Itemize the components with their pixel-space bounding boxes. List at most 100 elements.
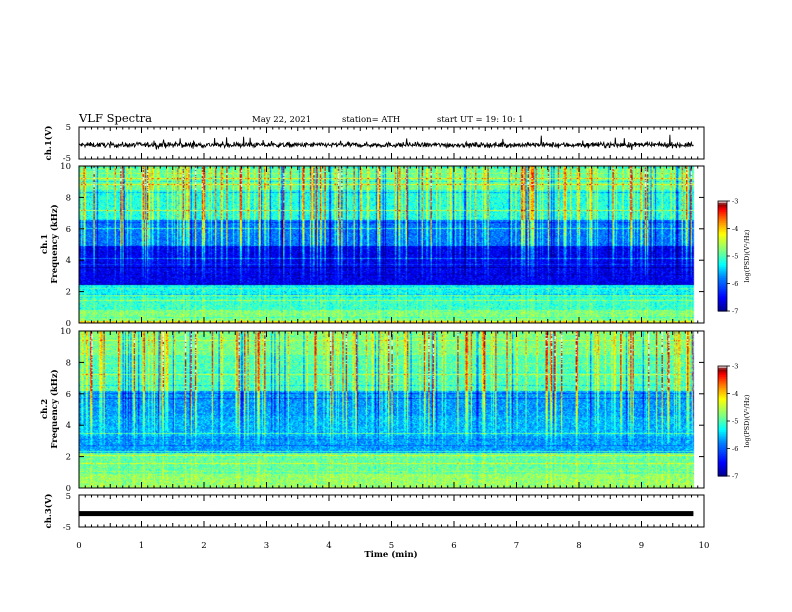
ch1-colorbar-cell <box>718 296 727 299</box>
ch1-ylabel-frequency: Frequency (kHz) <box>49 204 60 283</box>
ch1-waveform-line <box>78 134 694 150</box>
ch2-colorbar-cell <box>718 470 727 473</box>
ch1-colorbar-cell <box>718 243 727 246</box>
ch2-colorbar-cell <box>718 419 727 422</box>
ch2-colorbar-cell <box>718 457 727 461</box>
ch2-ytick-label: 2 <box>66 453 71 463</box>
x-tick-label: 5 <box>389 541 394 551</box>
ch2-colorbar-cell <box>718 373 727 376</box>
ch2-colorbar-cell <box>718 378 727 382</box>
ch2-colorbar-cell <box>718 380 727 384</box>
ch1-colorbar-cell <box>718 235 727 239</box>
ch1-colorbar-cell <box>718 301 727 305</box>
x-tick-label: 4 <box>326 541 331 551</box>
ch2-colorbar-cell <box>718 391 727 395</box>
ch2-colorbar-cell <box>718 366 727 369</box>
ch1-spectrogram-panel: 0 2 4 6 8 10 ch.1 Frequency (kHz) <box>40 162 705 329</box>
ch2-colorbar-cell <box>718 408 727 411</box>
x-tick-label: 2 <box>201 541 206 551</box>
ch1-spectrogram-image <box>79 166 704 323</box>
ch1-ytick-label: 8 <box>66 193 71 203</box>
ch3-ylabel: ch.3(V) <box>43 494 54 529</box>
ch1-ytick-top: 5 <box>66 123 71 133</box>
ch1-colorbar-cell <box>718 259 727 263</box>
ch1-colorbar-cell <box>718 226 727 230</box>
ch1-ytick-label: 0 <box>66 319 71 329</box>
ch1-waveform-panel: 5 -5 ch.1(V) <box>43 123 705 164</box>
ch1-colorbar-cell <box>718 252 727 255</box>
x-tick-label: 10 <box>699 541 710 551</box>
ch2-colorbar-cell <box>718 400 727 404</box>
ch1-colorbar-cell <box>718 224 727 228</box>
ch2-colorbar-cell <box>718 397 727 400</box>
ch1-colorbar-cell <box>718 281 727 285</box>
ch1-colorbar-tick-label: -3 <box>732 198 738 206</box>
figure-title: VLF Spectra <box>78 111 152 125</box>
ch2-colorbar-cell <box>718 463 727 466</box>
ch1-colorbar-cell <box>718 213 727 217</box>
ch1-colorbar-cell <box>718 230 727 233</box>
ch1-colorbar-cell <box>718 276 727 279</box>
ch2-colorbar-cell <box>718 386 727 389</box>
ch2-colorbar-cell <box>718 415 727 418</box>
ch1-colorbar-cell <box>718 285 727 288</box>
ch1-colorbar-tick-label: -5 <box>732 253 738 261</box>
ch2-colorbar-cell <box>718 371 727 374</box>
ch2-colorbar-cell <box>718 375 727 378</box>
ch1-colorbar: -3 -4 -5 -6 -7 log(PSD)(V²/Hz) <box>717 198 751 316</box>
ch2-colorbar-cell <box>718 430 727 433</box>
ch2-ytick-label: 6 <box>66 390 71 400</box>
ch2-colorbar-cell <box>718 437 727 440</box>
ch3-ytick-bottom: -5 <box>63 523 71 533</box>
ch1-colorbar-cell <box>718 232 727 235</box>
ch2-spectrogram-image <box>79 331 704 488</box>
ch1-colorbar-cell <box>718 267 727 270</box>
ch3-signal-band <box>79 511 694 517</box>
ch1-ytick-label: 6 <box>66 225 71 235</box>
ch2-colorbar-tick-label: -5 <box>732 418 738 426</box>
ch2-colorbar-cell <box>718 461 727 464</box>
ch2-colorbar-cell <box>718 466 727 470</box>
ch1-colorbar-cell <box>718 272 727 275</box>
ch1-colorbar-cell <box>718 298 727 301</box>
ch3-ytick-top: 5 <box>66 492 71 502</box>
ch2-colorbar-cell <box>718 465 727 468</box>
ch2-colorbar-cell <box>718 417 727 420</box>
ch1-colorbar-cell <box>718 241 727 244</box>
ch2-colorbar-cell <box>718 468 727 472</box>
ch2-ylabel-channel: ch.2 <box>40 399 50 419</box>
ch1-colorbar-cell <box>718 289 727 292</box>
ch1-colorbar-cell <box>718 223 727 226</box>
x-tick-label: 1 <box>139 541 144 551</box>
date-label: May 22, 2021 <box>252 115 311 125</box>
ch2-colorbar-cell <box>718 377 727 380</box>
ch1-ylabel-channel: ch.1 <box>40 234 50 254</box>
ch2-colorbar-cell <box>718 406 727 409</box>
ch1-colorbar-tick-label: -7 <box>732 308 738 316</box>
ch2-colorbar-tick-label: -6 <box>732 445 738 453</box>
ch1-colorbar-cell <box>718 265 727 268</box>
ch2-colorbar-cell <box>718 393 727 396</box>
ch2-ytick-label: 10 <box>60 327 71 337</box>
ch2-colorbar-cell <box>718 402 727 406</box>
ch1-colorbar-cell <box>718 215 727 219</box>
ch2-colorbar-label: log(PSD)(V²/Hz) <box>743 394 751 447</box>
ch2-colorbar-cell <box>718 384 727 387</box>
ch2-colorbar-cell <box>718 444 727 448</box>
ch2-colorbar-cell <box>718 433 727 437</box>
ch2-colorbar-cell <box>718 421 727 424</box>
ch2-colorbar-cell <box>718 435 727 439</box>
x-tick-label: 6 <box>451 541 456 551</box>
ch1-ytick-bottom: -5 <box>63 154 71 164</box>
ch1-colorbar-cell <box>718 287 727 290</box>
ch1-colorbar-cell <box>718 206 727 209</box>
ch2-colorbar: -3 -4 -5 -6 -7 log(PSD)(V²/Hz) <box>717 363 751 481</box>
ch2-colorbar-cell <box>718 448 727 451</box>
ch1-colorbar-tick-label: -4 <box>732 225 738 233</box>
x-tick-label: 7 <box>514 541 519 551</box>
ch1-colorbar-cell <box>718 239 727 242</box>
start-time-label: start UT = 19: 10: 1 <box>437 115 524 125</box>
ch2-colorbar-cell <box>718 443 727 446</box>
ch2-colorbar-cell <box>718 459 727 462</box>
